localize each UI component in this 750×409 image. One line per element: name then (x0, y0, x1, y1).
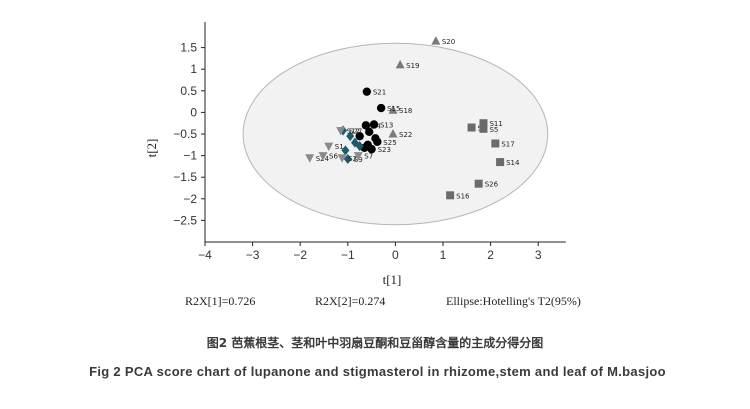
score-point (361, 121, 371, 130)
score-point (362, 87, 372, 96)
score-point (467, 123, 476, 132)
score-point (491, 139, 500, 148)
x-axis-title: t[1] (383, 272, 402, 287)
score-point (376, 103, 386, 113)
point-label: S12 (347, 128, 360, 136)
score-point (355, 131, 364, 141)
score-point (305, 154, 315, 163)
score-point (496, 158, 505, 167)
score-point (388, 129, 398, 138)
score-point (365, 127, 374, 137)
plot-area: −4 −3 −2 −1 0 1 2 3 1.5 1 0.5 0 −0.5 −1 −1.5 −2 −2.5 S2… (173, 22, 566, 262)
x-tick-label: −4 (198, 248, 212, 262)
x-tick-label: 2 (487, 248, 494, 262)
point-label: S18 (399, 107, 412, 115)
r2x1-stat: R2X[1]=0.726 (185, 294, 256, 308)
point-label: S23 (378, 146, 391, 154)
score-point (353, 152, 363, 161)
figure-caption-english: Fig 2 PCA score chart of lupanone and st… (89, 364, 666, 379)
score-point (431, 36, 441, 45)
score-point (388, 105, 398, 114)
score-point (341, 145, 350, 156)
point-label: S6 (329, 153, 338, 161)
score-points: S20S19S18S22S21S15S4S13S25S23S27S9S12S1S… (305, 36, 520, 200)
x-tick-label: 0 (392, 248, 399, 262)
y-tick-label: −1 (183, 149, 197, 163)
score-point (446, 191, 455, 200)
point-label: S27 (349, 128, 362, 136)
point-label: S16 (456, 192, 470, 200)
score-point (474, 179, 483, 188)
score-point (369, 120, 379, 129)
score-point (479, 119, 488, 128)
point-label: S22 (399, 131, 412, 139)
score-point (479, 124, 488, 133)
score-point (373, 137, 382, 146)
y-tick-label: −2 (183, 192, 197, 206)
score-point (355, 141, 364, 152)
point-label: S11 (489, 120, 502, 128)
score-point (337, 154, 347, 163)
point-label: S19 (406, 62, 419, 70)
x-tick-label: −1 (341, 248, 355, 262)
score-point (343, 154, 352, 165)
y-tick-label: −1.5 (173, 170, 197, 184)
y-tick-label: 0.5 (180, 84, 197, 98)
y-tick-label: 1 (190, 62, 197, 76)
y-tick-label: 1.5 (180, 41, 197, 55)
x-tick-label: 3 (535, 248, 542, 262)
point-label: S20 (442, 38, 455, 46)
score-point (336, 127, 346, 136)
ellipse-note: Ellipse:Hotelling's T2(95%) (446, 294, 581, 308)
point-label: S26 (485, 181, 499, 189)
point-label: S5 (489, 126, 498, 134)
r2x2-stat: R2X[2]=0.274 (315, 294, 386, 308)
score-point (324, 142, 334, 152)
y-tick-label: −2.5 (173, 213, 197, 227)
point-label: S21 (373, 89, 386, 97)
score-point (367, 144, 376, 154)
score-point (346, 131, 355, 142)
point-label: S25 (383, 139, 396, 147)
point-label: S2 (348, 155, 357, 163)
score-point (318, 152, 328, 161)
figure-caption-chinese: 图2 芭蕉根茎、茎和叶中羽扇豆酮和豆甾醇含量的主成分得分图 (206, 336, 544, 350)
point-label: S14 (506, 159, 520, 167)
pca-score-chart: −4 −3 −2 −1 0 1 2 3 1.5 1 0.5 0 −0.5 −1 −1.5 −2 −2.5 S2… (144, 22, 566, 287)
score-point (395, 59, 405, 69)
x-axis-ticks: −4 −3 −2 −1 0 1 2 3 (198, 242, 542, 262)
y-axis-ticks: 1.5 1 0.5 0 −0.5 −1 −1.5 −2 −2.5 (173, 41, 205, 227)
point-label: S7 (364, 153, 373, 161)
x-tick-label: 1 (440, 248, 447, 262)
y-tick-label: 0 (190, 105, 197, 119)
point-label: S13 (380, 121, 393, 129)
x-tick-label: −3 (246, 248, 260, 262)
x-tick-label: −2 (293, 248, 307, 262)
point-label: S15 (387, 105, 400, 113)
point-label: S1 (335, 143, 344, 151)
y-axis-title: t[2] (144, 139, 159, 158)
point-label: S17 (501, 141, 514, 149)
y-tick-label: −0.5 (173, 127, 197, 141)
